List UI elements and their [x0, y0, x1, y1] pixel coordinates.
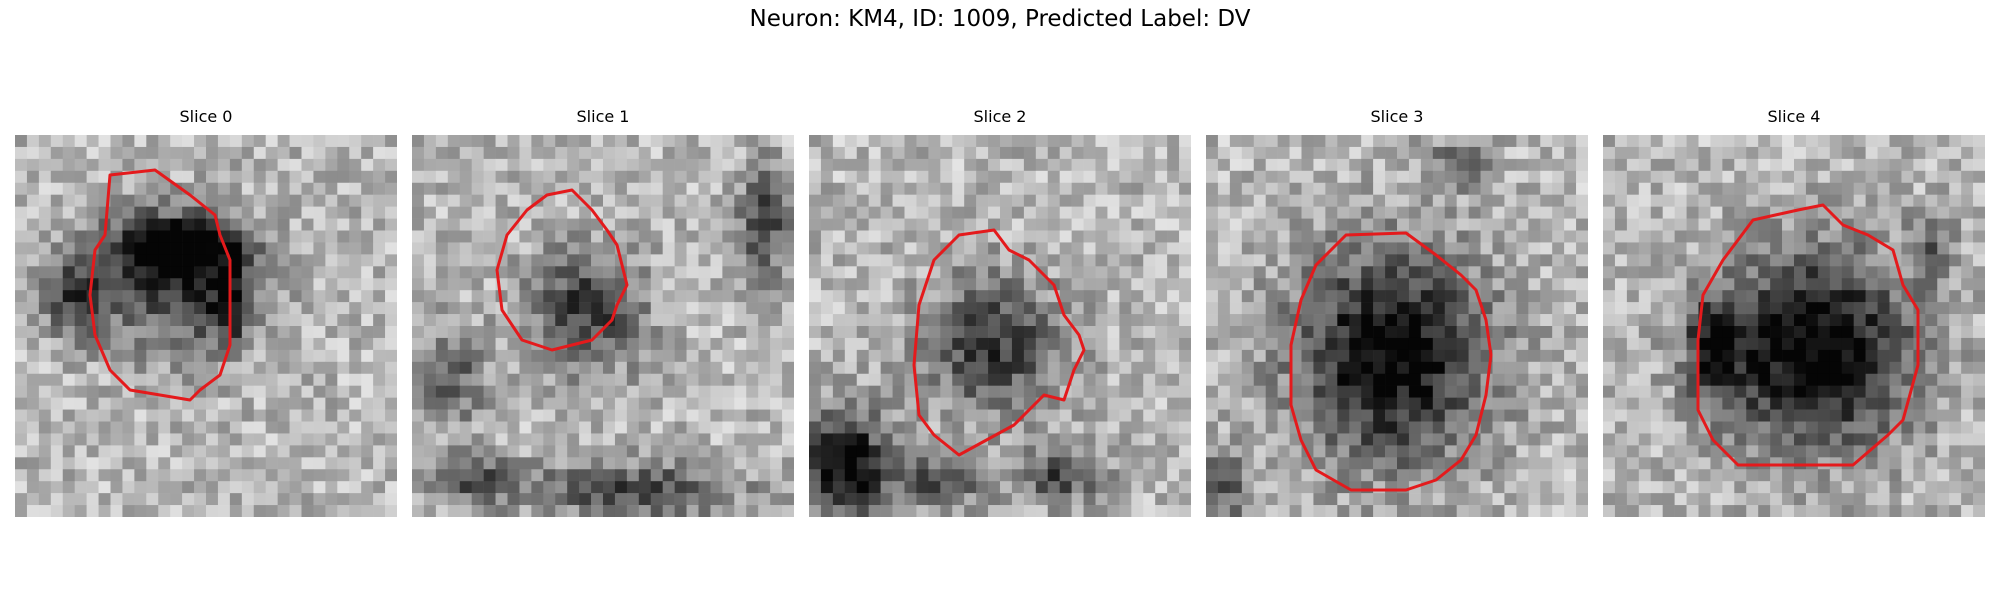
- figure-title: Neuron: KM4, ID: 1009, Predicted Label: …: [749, 6, 1251, 32]
- slice-panel-4: Slice 4: [1603, 104, 1985, 517]
- slice-image: [412, 135, 794, 517]
- slice-title: Slice 4: [1767, 107, 1821, 126]
- slice-title: Slice 0: [179, 107, 233, 126]
- slice-panel-3: Slice 3: [1206, 104, 1588, 517]
- slice-image: [1603, 135, 1985, 517]
- slice-title: Slice 3: [1370, 107, 1424, 126]
- slice-title: Slice 2: [973, 107, 1027, 126]
- segmentation-contour: [912, 228, 1086, 457]
- slice-image: [15, 135, 397, 517]
- slice-image: [1206, 135, 1588, 517]
- slice-panel-0: Slice 0: [15, 104, 397, 517]
- segmentation-contour: [88, 168, 232, 402]
- slice-title: Slice 1: [576, 107, 630, 126]
- segmentation-contour: [1696, 203, 1920, 467]
- segmentation-contour: [1289, 231, 1493, 492]
- slice-image: [809, 135, 1191, 517]
- slice-panel-2: Slice 2: [809, 104, 1191, 517]
- segmentation-contour: [495, 188, 629, 352]
- slice-panel-1: Slice 1: [412, 104, 794, 517]
